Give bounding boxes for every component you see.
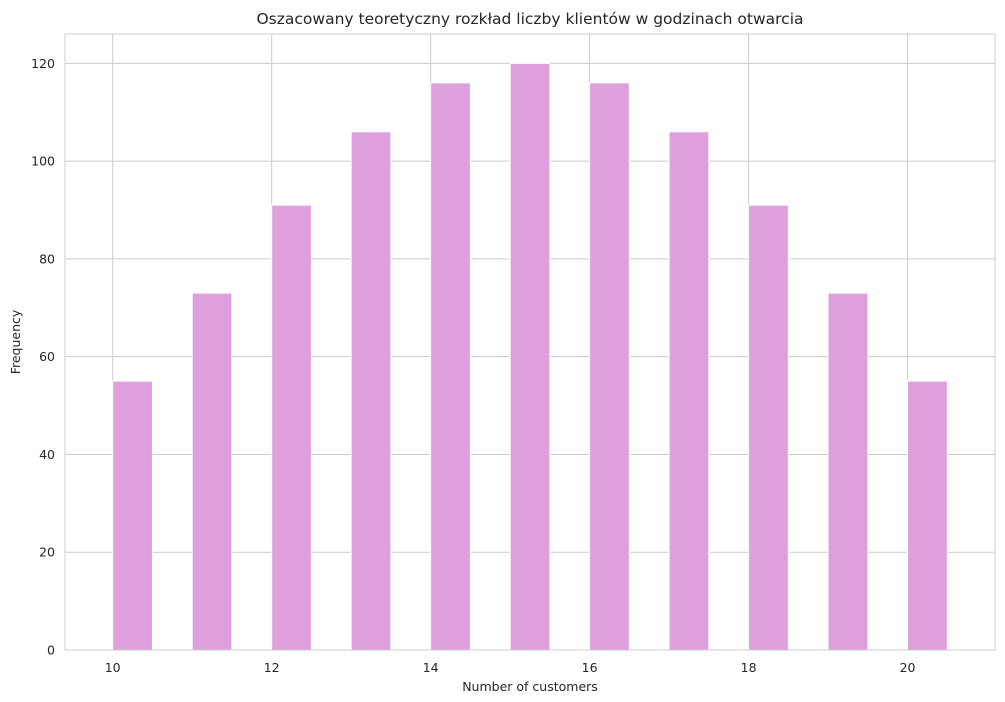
bar [271, 204, 312, 651]
bar [827, 292, 869, 651]
x-tick-label: 16 [582, 660, 598, 675]
x-tick-label: 14 [423, 660, 439, 675]
chart-title: Oszacowany teoretyczny rozkład liczby kl… [256, 10, 803, 28]
bar [907, 380, 948, 651]
bar [112, 380, 153, 651]
y-tick-label: 120 [31, 56, 55, 71]
y-tick-label: 80 [39, 251, 55, 266]
y-tick-label: 40 [39, 447, 55, 462]
y-tick-label: 0 [47, 643, 55, 658]
bar [589, 82, 630, 651]
plot-frame [64, 33, 996, 651]
bar [748, 204, 789, 651]
x-tick-label: 12 [264, 660, 280, 675]
bar [430, 82, 471, 651]
x-tick-label: 10 [105, 660, 121, 675]
y-tick-labels: 0 20 40 60 80 100 120 [31, 56, 55, 658]
x-tick-label: 18 [741, 660, 757, 675]
y-tick-label: 100 [31, 154, 55, 169]
y-axis-label: Frequency [8, 309, 23, 374]
y-tick-label: 60 [39, 349, 55, 364]
bar [191, 292, 233, 651]
bar [509, 62, 551, 651]
y-tick-label: 20 [39, 545, 55, 560]
x-axis-label: Number of customers [462, 679, 598, 694]
x-tick-labels: 10 12 14 16 18 20 [105, 660, 916, 675]
x-tick-label: 20 [900, 660, 916, 675]
bar [668, 131, 710, 651]
bar [350, 131, 392, 651]
bars [112, 62, 948, 651]
